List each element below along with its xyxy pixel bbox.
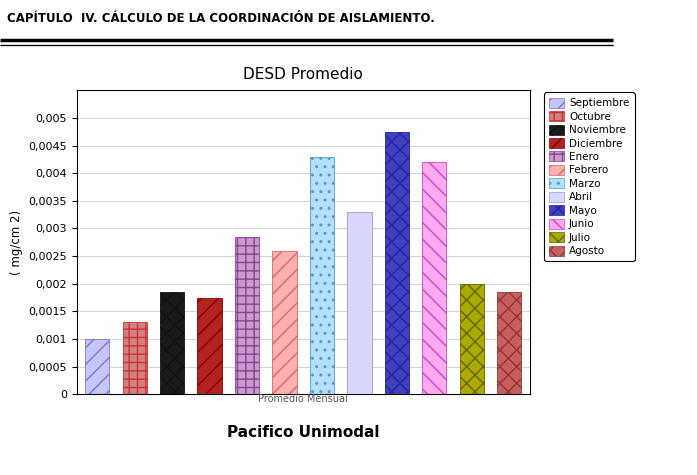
Y-axis label: ( mg/cm 2): ( mg/cm 2) [10,209,23,275]
Legend: Septiembre, Octubre, Noviembre, Diciembre, Enero, Febrero, Marzo, Abril, Mayo, J: Septiembre, Octubre, Noviembre, Diciembr… [544,93,634,261]
Text: Promedio Mensual: Promedio Mensual [259,394,348,404]
Bar [497,292,521,394]
Bar [422,162,446,394]
Title: DESD Promedio: DESD Promedio [243,67,363,82]
Text: CAPÍTULO  IV. CÁLCULO DE LA COORDINACIÓN DE AISLAMIENTO.: CAPÍTULO IV. CÁLCULO DE LA COORDINACIÓN … [7,12,435,25]
Bar [309,157,334,394]
Bar [273,250,297,394]
Bar [197,297,222,394]
Bar [85,339,109,394]
Bar [385,132,409,394]
Bar [459,284,484,394]
Bar [160,292,184,394]
Bar [235,237,259,394]
Bar [123,323,147,394]
Bar [347,212,372,394]
X-axis label: Pacifico Unimodal: Pacifico Unimodal [227,425,379,440]
